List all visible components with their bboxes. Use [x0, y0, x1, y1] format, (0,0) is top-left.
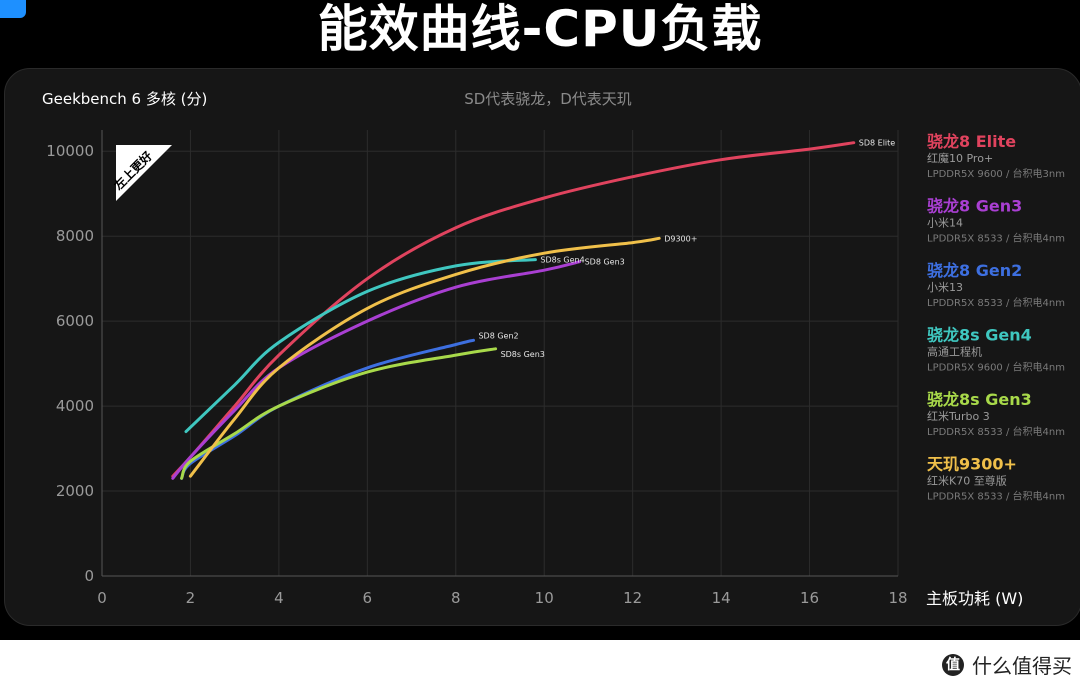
x-tick-label: 4: [274, 589, 284, 607]
legend-device: 红米K70 至尊版: [927, 474, 1007, 488]
watermark-text: 什么值得买: [972, 654, 1072, 678]
legend-spec: LPDDR5X 9600 / 台积电4nm: [927, 361, 1065, 374]
series-line: [184, 258, 537, 434]
x-tick-label: 16: [800, 589, 819, 607]
legend-device: 小米13: [927, 281, 963, 294]
x-tick-label: 2: [186, 589, 196, 607]
watermark: 值 什么值得买: [942, 650, 1072, 679]
series-line: [171, 141, 856, 478]
legend-spec: LPDDR5X 8533 / 台积电4nm: [927, 425, 1065, 438]
legend-series-name: 骁龙8s Gen4: [927, 326, 1032, 345]
y-tick-label: 0: [84, 567, 94, 585]
legend-device: 红魔10 Pro+: [927, 151, 993, 165]
corner-badge: [0, 0, 26, 18]
bottom-strip: [0, 640, 1080, 688]
page-title: 能效曲线-CPU负载: [317, 0, 763, 58]
legend-series-name: 骁龙8 Elite: [927, 132, 1016, 151]
end-labels: SD8 Elite SD8 Gen3 SD8 Gen2 SD8s Gen4 SD8s G…: [478, 139, 895, 359]
axes: 0 2 4 6 8 10 12 14 16 18 0 2000 4000 6000 8000 10000: [46, 130, 908, 607]
grid: [101, 130, 899, 577]
series-line: [180, 347, 498, 480]
x-tick-label: 14: [712, 589, 731, 607]
legend-spec: LPDDR5X 8533 / 台积电4nm: [927, 232, 1065, 245]
series-end-label: SD8s Gen3: [501, 350, 545, 359]
x-tick-label: 18: [888, 589, 907, 607]
x-axis-label: 主板功耗 (W): [926, 589, 1023, 608]
series-lines: [171, 141, 856, 480]
chart-panel: [4, 68, 1080, 626]
legend-series-name: 骁龙8s Gen3: [927, 390, 1032, 409]
series-end-label: SD8 Elite: [859, 139, 896, 148]
legend-spec: LPDDR5X 8533 / 台积电4nm: [927, 490, 1065, 503]
legend-device: 高通工程机: [927, 345, 982, 359]
top-left-better-badge: 左上更好: [110, 145, 172, 201]
x-tick-label: 0: [97, 589, 107, 607]
x-tick-label: 10: [535, 589, 554, 607]
legend-series-name: 骁龙8 Gen3: [927, 197, 1022, 216]
y-tick-label: 2000: [56, 482, 94, 500]
chart-subtitle: SD代表骁龙，D代表天玑: [464, 90, 632, 108]
series-line: [171, 260, 582, 480]
series-line: [180, 338, 475, 480]
y-tick-label: 8000: [56, 227, 94, 245]
x-tick-label: 12: [623, 589, 642, 607]
series-line: [188, 236, 661, 478]
series-end-label: D9300+: [664, 234, 697, 243]
x-tick-label: 8: [451, 589, 461, 607]
legend-spec: LPDDR5X 8533 / 台积电4nm: [927, 296, 1065, 309]
watermark-logo-icon: 值: [942, 653, 964, 676]
series-end-label: SD8 Gen2: [478, 331, 518, 340]
energy-efficiency-chart: Geekbench 6 多核 (分) SD代表骁龙，D代表天玑 左上更好 SD8…: [42, 90, 1065, 608]
x-tick-label: 6: [363, 589, 373, 607]
y-tick-label: 6000: [56, 312, 94, 330]
legend-series-name: 骁龙8 Gen2: [927, 261, 1022, 280]
legend-device: 红米Turbo 3: [927, 410, 990, 423]
series-end-label: SD8 Gen3: [585, 258, 625, 267]
legend-series-name: 天玑9300+: [927, 455, 1017, 474]
y-tick-label: 4000: [56, 397, 94, 415]
chart-title: Geekbench 6 多核 (分): [42, 90, 207, 108]
legend-device: 小米14: [927, 217, 963, 230]
y-tick-label: 10000: [46, 142, 94, 160]
series-end-label: SD8s Gen4: [540, 256, 584, 265]
legend-spec: LPDDR5X 9600 / 台积电3nm: [927, 167, 1065, 180]
